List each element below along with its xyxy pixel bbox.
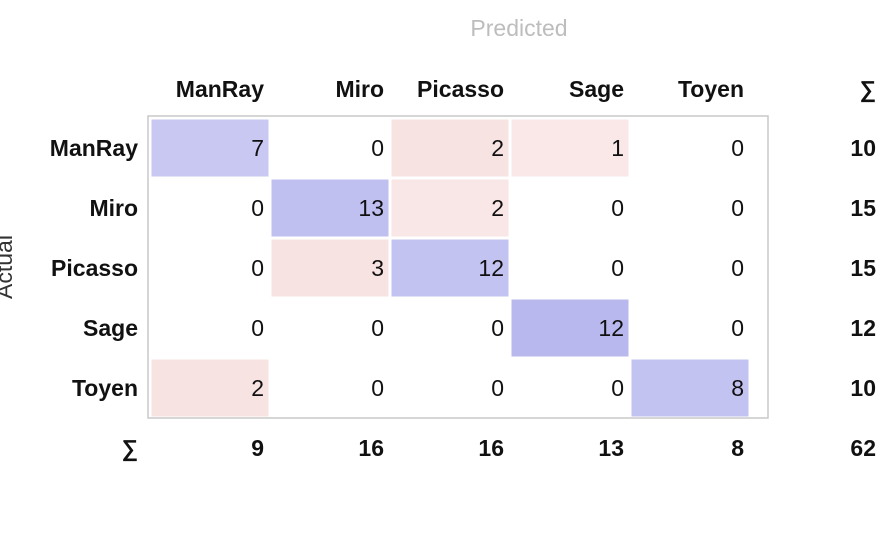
row-header-sum: ∑ — [122, 435, 138, 462]
column-sum: 8 — [731, 435, 744, 461]
column-sum: 16 — [478, 435, 504, 461]
cell-value: 3 — [371, 255, 384, 281]
cell-value: 7 — [251, 135, 264, 161]
cell-value: 12 — [598, 315, 624, 341]
row-header: Miro — [89, 195, 138, 221]
cell-value: 0 — [491, 375, 504, 401]
y-axis-label: Actual — [0, 235, 17, 299]
cell-value: 2 — [491, 195, 504, 221]
cell-value: 0 — [611, 375, 624, 401]
cell-value: 1 — [611, 135, 624, 161]
cell-value: 0 — [731, 195, 744, 221]
matrix-cells — [151, 119, 749, 417]
column-header: Sage — [569, 76, 624, 102]
cell-value: 0 — [731, 135, 744, 161]
matrix-labels: ManRay Miro Picasso Sage Toyen ∑ManRay 7 0 2 1 0 10… — [50, 76, 876, 462]
cell-value: 13 — [358, 195, 384, 221]
cell-value: 2 — [491, 135, 504, 161]
grand-total: 62 — [850, 435, 876, 461]
cell-value: 0 — [371, 375, 384, 401]
row-header: Picasso — [51, 255, 138, 281]
cell-value: 8 — [731, 375, 744, 401]
cell-value: 0 — [491, 315, 504, 341]
row-header: ManRay — [50, 135, 138, 161]
cell-error — [151, 359, 269, 417]
matrix-border — [147, 115, 769, 419]
cell-value: 0 — [371, 315, 384, 341]
cell-value: 12 — [478, 255, 504, 281]
cell-error — [511, 119, 629, 177]
row-sum: 10 — [850, 135, 876, 161]
cell-error — [271, 239, 389, 297]
row-header: Toyen — [72, 375, 138, 401]
column-header-sum: ∑ — [860, 76, 876, 103]
row-header: Sage — [83, 315, 138, 341]
column-sum: 13 — [598, 435, 624, 461]
column-header: Toyen — [678, 76, 744, 102]
cell-correct — [151, 119, 269, 177]
cell-error — [391, 119, 509, 177]
cell-value: 0 — [611, 255, 624, 281]
column-header: ManRay — [176, 76, 264, 102]
cell-value: 0 — [731, 315, 744, 341]
cell-value: 0 — [251, 195, 264, 221]
cell-correct — [511, 299, 629, 357]
cell-value: 2 — [251, 375, 264, 401]
cell-correct — [631, 359, 749, 417]
cell-value: 0 — [251, 315, 264, 341]
cell-value: 0 — [731, 255, 744, 281]
cell-value: 0 — [251, 255, 264, 281]
cell-value: 0 — [371, 135, 384, 161]
column-header: Picasso — [417, 76, 504, 102]
cell-error — [391, 179, 509, 237]
cell-value: 0 — [611, 195, 624, 221]
column-sum: 9 — [251, 435, 264, 461]
row-sum: 10 — [850, 375, 876, 401]
chart-title: Predicted — [470, 15, 567, 41]
column-header: Miro — [335, 76, 384, 102]
row-sum: 15 — [850, 195, 876, 221]
cell-correct — [391, 239, 509, 297]
column-sum: 16 — [358, 435, 384, 461]
row-sum: 15 — [850, 255, 876, 281]
row-sum: 12 — [850, 315, 876, 341]
cell-correct — [271, 179, 389, 237]
